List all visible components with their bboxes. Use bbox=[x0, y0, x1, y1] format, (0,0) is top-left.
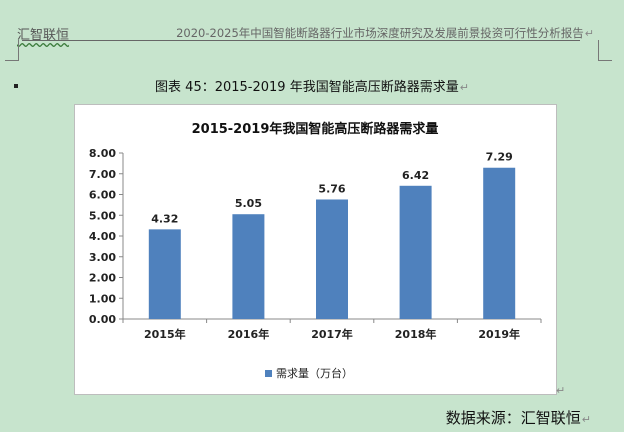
data-source: 数据来源：汇智联恒↵ bbox=[445, 409, 591, 427]
margin-corner-left-horizontal bbox=[5, 60, 19, 61]
y-tick-label: 0.00 bbox=[89, 313, 116, 326]
bar-chart: 2015-2019年我国智能高压断路器需求量 0.00 1.00 2.00 3.00 4.… bbox=[89, 121, 542, 380]
margin-corner-left-vertical bbox=[18, 40, 19, 60]
x-tick-label: 2016年 bbox=[228, 327, 270, 341]
figure-caption: 图表 45：2015-2019 年我国智能高压断路器需求量↵ bbox=[155, 80, 469, 95]
data-label: 7.29 bbox=[486, 151, 513, 164]
data-label: 4.32 bbox=[151, 212, 178, 225]
data-label: 6.42 bbox=[402, 169, 429, 182]
y-tick-label: 5.00 bbox=[89, 209, 116, 222]
margin-corner-right-horizontal bbox=[598, 60, 612, 61]
y-tick-label: 8.00 bbox=[89, 147, 116, 160]
y-tick-label: 1.00 bbox=[89, 292, 116, 305]
y-tick-label: 3.00 bbox=[89, 251, 116, 264]
y-tick-label: 2.00 bbox=[89, 272, 116, 285]
data-label: 5.05 bbox=[235, 197, 262, 210]
legend-label: 需求量（万台） bbox=[276, 366, 353, 380]
chart-title: 2015-2019年我国智能高压断路器需求量 bbox=[192, 121, 439, 137]
legend-swatch bbox=[265, 370, 272, 377]
chart-return-mark: ↵ bbox=[556, 384, 566, 397]
y-tick-label: 6.00 bbox=[89, 189, 116, 202]
bar bbox=[399, 185, 432, 319]
chart-frame: 2015-2019年我国智能高压断路器需求量 0.00 1.00 2.00 3.00 4.… bbox=[74, 104, 557, 395]
header-rule-left bbox=[22, 40, 160, 41]
header-rule-right bbox=[160, 40, 580, 41]
x-tick-label: 2015年 bbox=[144, 327, 186, 341]
y-tick-label: 4.00 bbox=[89, 230, 116, 243]
x-tick-label: 2018年 bbox=[395, 327, 437, 341]
x-tick-label: 2019年 bbox=[478, 327, 520, 341]
y-tick-label: 7.00 bbox=[89, 168, 116, 181]
x-tick-label: 2017年 bbox=[311, 327, 353, 341]
bar bbox=[316, 199, 348, 319]
bar bbox=[232, 214, 265, 319]
header-company: 汇智联恒 bbox=[17, 28, 70, 43]
bar bbox=[148, 229, 181, 319]
margin-corner-right-vertical bbox=[598, 40, 599, 60]
data-label: 5.76 bbox=[318, 182, 345, 195]
bar bbox=[483, 167, 516, 319]
paragraph-marker bbox=[14, 84, 18, 88]
header-report-title: 2020-2025年中国智能断路器行业市场深度研究及发展前景投资可行性分析报告↵ bbox=[176, 26, 594, 40]
